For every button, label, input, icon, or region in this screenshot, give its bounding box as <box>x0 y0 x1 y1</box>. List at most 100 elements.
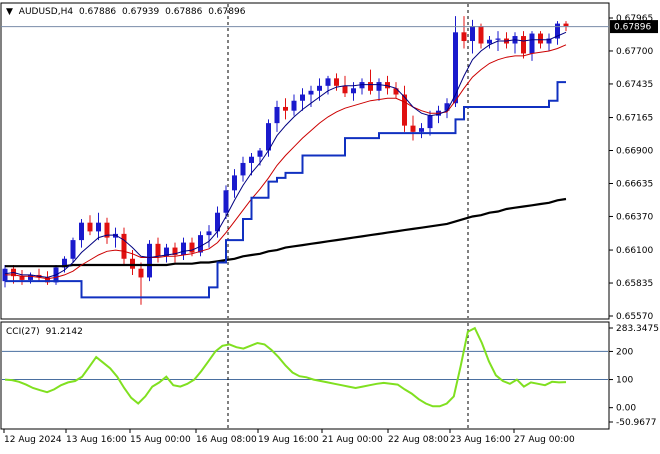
candle <box>385 75 390 95</box>
main-grid <box>227 4 469 318</box>
candle <box>291 94 297 116</box>
time-axis: 12 Aug 2024 13 Aug 16:00 15 Aug 00:00 16 Au… <box>3 429 575 445</box>
candle <box>45 271 50 285</box>
candle <box>478 23 484 49</box>
candle <box>104 217 110 244</box>
candle <box>546 33 552 51</box>
fast-ma-line <box>4 31 567 278</box>
indicator-axis: 283.3475 200 100 0.00 -50.9677 <box>609 324 659 428</box>
indicator-tick-label: 200 <box>616 347 633 357</box>
candle <box>215 206 220 238</box>
candle <box>189 237 195 257</box>
symbol-title: ▼ AUDUSD,H4 0.67886 0.67939 0.67886 0.67… <box>6 7 246 17</box>
candle <box>368 69 373 95</box>
candle <box>79 218 84 248</box>
ohlc-close: 0.67896 <box>208 7 245 17</box>
candle <box>444 98 450 119</box>
price-tick-label: 0.65835 <box>616 279 653 289</box>
price-tick-label: 0.67700 <box>616 47 653 57</box>
candle <box>402 85 407 132</box>
candle <box>555 21 560 45</box>
ohlc-open: 0.67886 <box>79 7 116 17</box>
candle <box>393 82 399 99</box>
candle <box>427 110 433 136</box>
indicator-tick-label: 100 <box>616 376 633 386</box>
candle <box>521 31 526 59</box>
candle <box>147 240 152 282</box>
candle <box>334 73 339 91</box>
candle <box>164 243 169 263</box>
indicator-grid <box>2 323 608 428</box>
candle <box>419 123 424 139</box>
candle <box>342 75 348 98</box>
candle <box>113 227 118 248</box>
candle <box>249 153 254 176</box>
slow-ma-line <box>5 44 567 280</box>
candle <box>376 78 382 101</box>
time-tick-label: 27 Aug 00:00 <box>514 435 575 445</box>
time-tick-label: 12 Aug 2024 <box>4 435 62 445</box>
candle <box>470 19 475 54</box>
channel-line <box>5 81 566 299</box>
header-triangle-icon: ▼ <box>6 7 13 17</box>
candle <box>155 237 161 263</box>
candle <box>410 115 416 141</box>
time-tick-label: 15 Aug 00:00 <box>130 435 191 445</box>
price-tick-label: 0.67165 <box>616 114 653 124</box>
ohlc-low: 0.67886 <box>165 7 202 17</box>
price-tick-label: 0.66900 <box>616 147 653 157</box>
time-tick-label: 21 Aug 00:00 <box>322 435 383 445</box>
price-tick-label: 0.66100 <box>616 246 653 256</box>
cci-series <box>4 326 567 408</box>
candle <box>96 212 101 241</box>
candle <box>198 231 203 257</box>
indicator-name: CCI(27) <box>6 327 40 337</box>
price-tick-label: 0.67965 <box>616 14 653 24</box>
long-ma-line <box>5 197 567 268</box>
candle <box>487 36 492 49</box>
candle <box>223 185 229 219</box>
candle <box>232 169 237 198</box>
candle <box>529 31 535 61</box>
indicator-value: 91.2142 <box>46 327 83 337</box>
candle <box>274 100 280 132</box>
candle <box>453 16 458 107</box>
current-price-marker: 0.67896 <box>610 20 658 34</box>
candle <box>172 242 178 263</box>
time-tick-label: 13 Aug 16:00 <box>66 435 127 445</box>
indicator-tick-label: 0.00 <box>616 404 636 414</box>
indicator-tick-label: -50.9677 <box>616 418 656 428</box>
price-tick-label: 0.65570 <box>616 312 653 322</box>
time-tick-label: 19 Aug 16:00 <box>258 435 319 445</box>
candle <box>70 237 76 263</box>
indicator-lines <box>4 31 567 299</box>
candle <box>19 269 25 285</box>
price-axis: 0.67965 0.67700 0.67435 0.67165 0.66900 0.666… <box>609 14 653 322</box>
time-tick-label: 22 Aug 08:00 <box>388 435 449 445</box>
cci-line <box>4 326 567 408</box>
indicator-tick-label: 283.3475 <box>616 324 659 334</box>
candle <box>87 215 93 236</box>
candle <box>206 225 212 248</box>
time-tick-label: 16 Aug 08:00 <box>196 435 257 445</box>
symbol-name: AUDUSD,H4 <box>19 7 74 17</box>
candle <box>461 16 467 49</box>
candle <box>240 156 246 182</box>
price-tick-label: 0.66635 <box>616 179 653 189</box>
candle <box>351 82 356 101</box>
candle <box>121 227 127 265</box>
candle <box>181 237 186 261</box>
current-price-label: 0.67896 <box>614 23 651 33</box>
main-pane-frame <box>0 2 610 320</box>
indicator-pane-frame <box>0 321 610 430</box>
price-tick-label: 0.67435 <box>616 80 653 90</box>
price-tick-label: 0.66370 <box>616 212 653 222</box>
indicator-title: CCI(27) 91.2142 <box>6 327 83 337</box>
candle <box>283 98 288 120</box>
candle <box>359 78 365 95</box>
ohlc-high: 0.67939 <box>122 7 159 17</box>
time-tick-label: 23 Aug 16:00 <box>450 435 511 445</box>
candle <box>300 88 305 111</box>
